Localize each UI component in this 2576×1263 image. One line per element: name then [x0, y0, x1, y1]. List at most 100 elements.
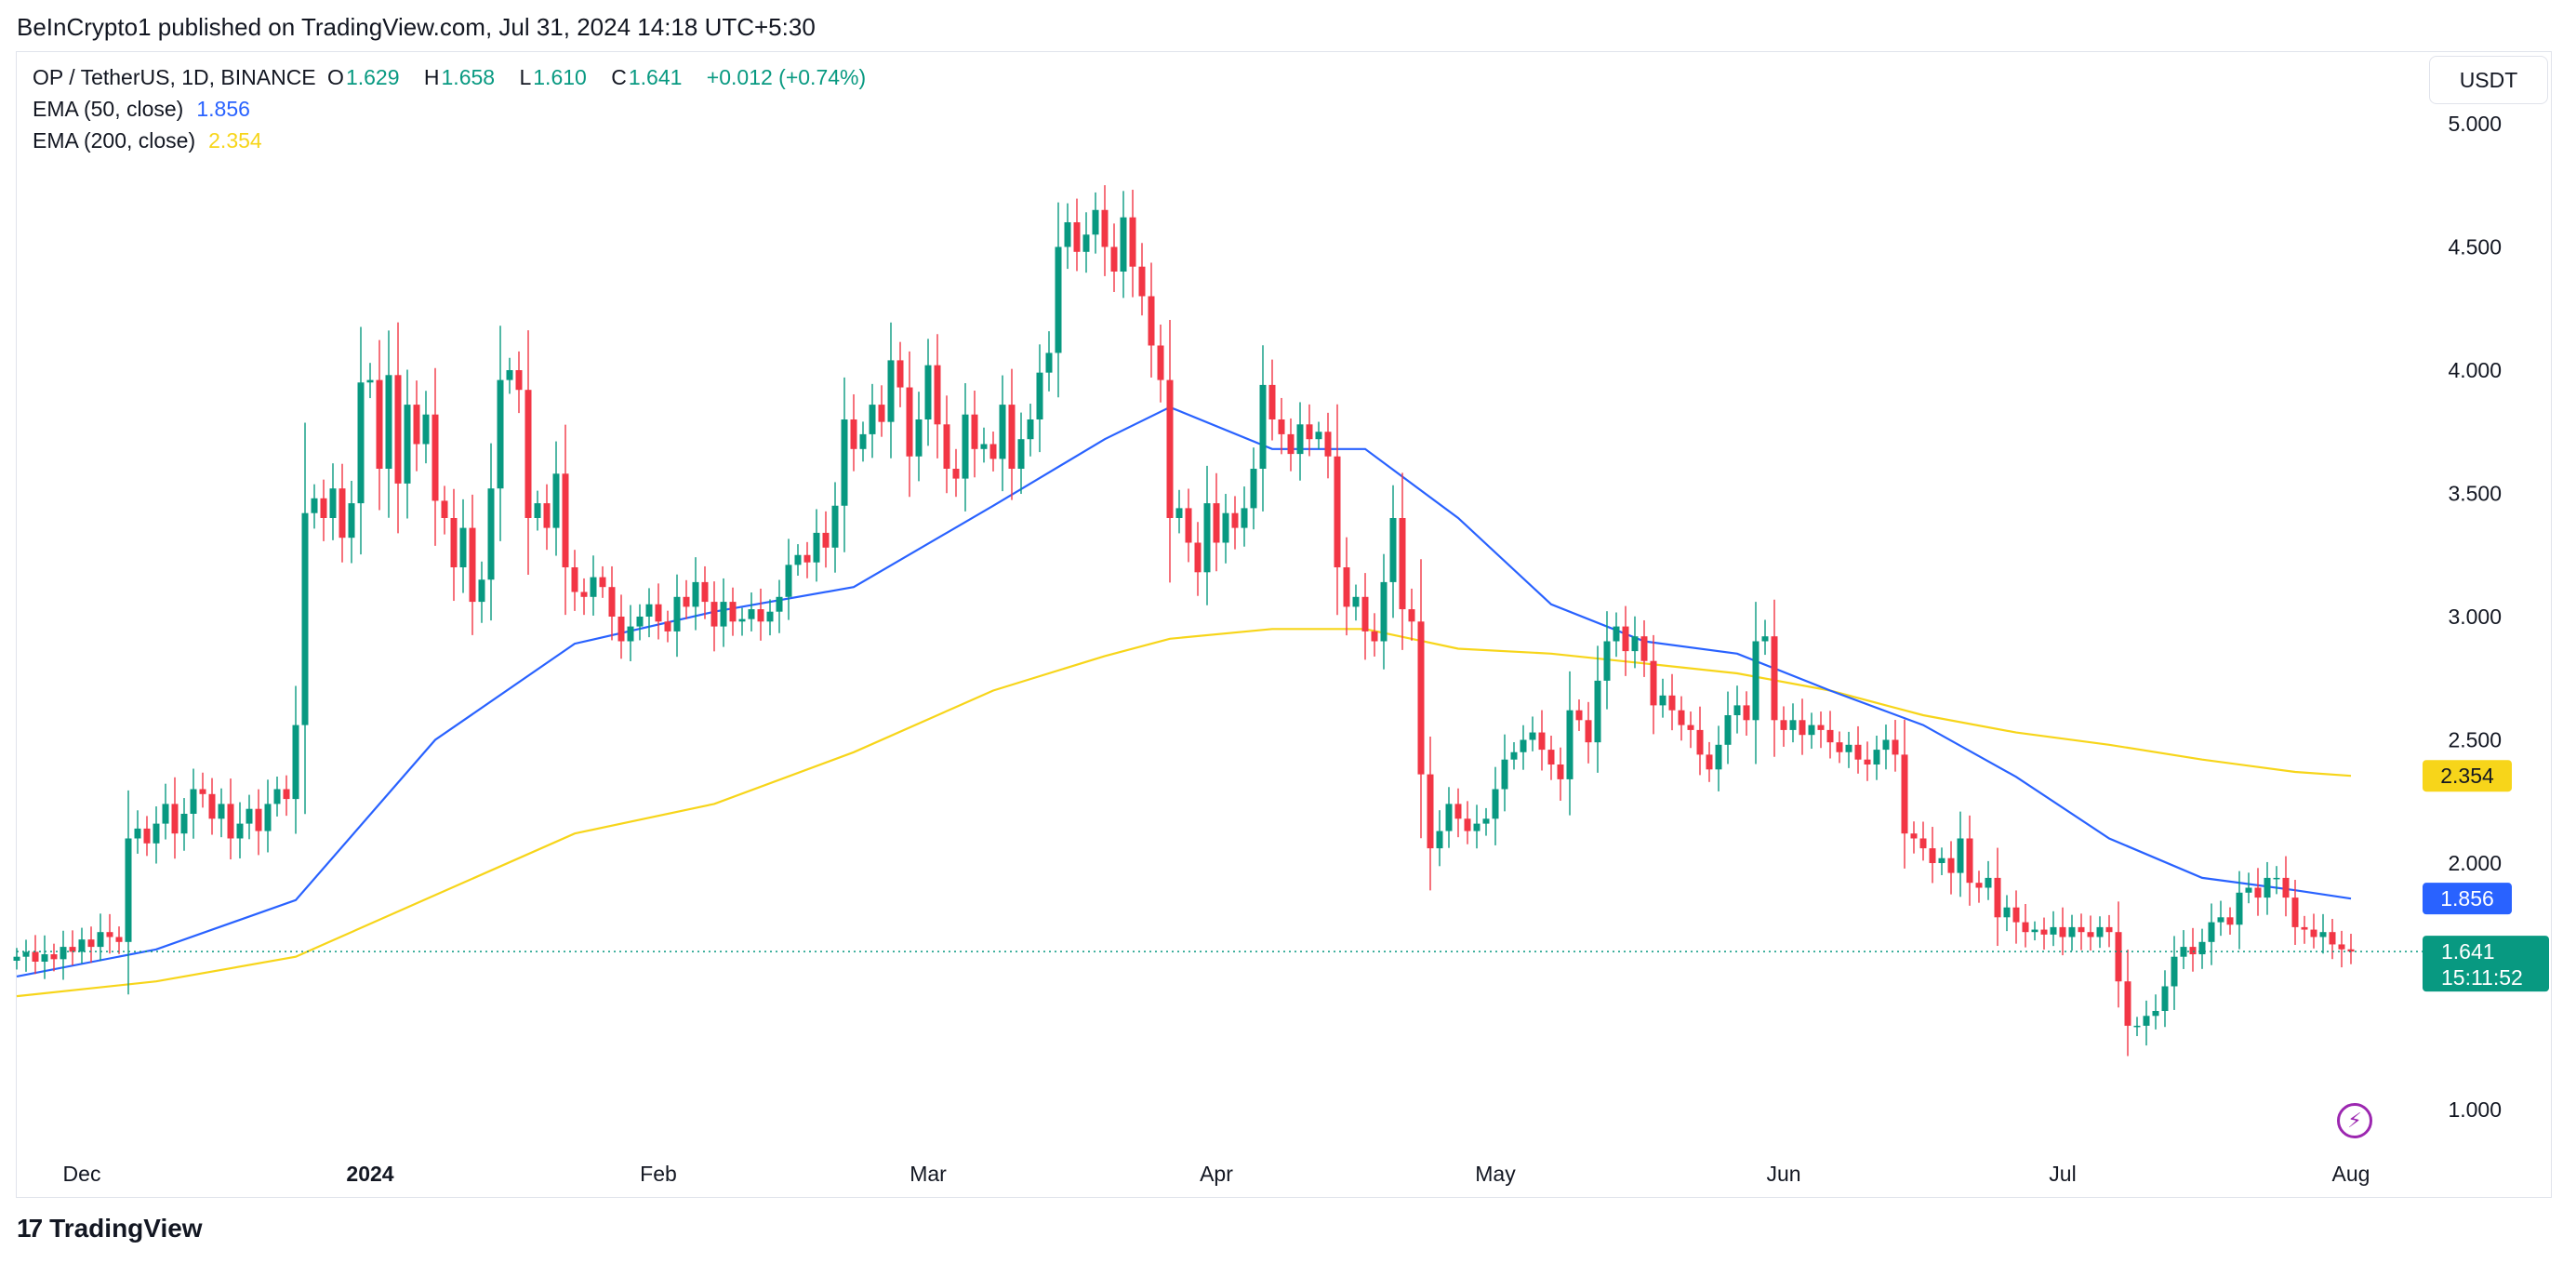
- candle-body: [2217, 917, 2224, 923]
- candle-body: [738, 618, 746, 622]
- candle-body: [608, 587, 616, 617]
- candle-body: [617, 617, 625, 642]
- candle-body: [1194, 542, 1202, 573]
- y-tick-label: 2.000: [2448, 851, 2502, 875]
- candle-body: [1436, 831, 1443, 849]
- candle-body: [357, 382, 365, 504]
- candle-body: [2319, 932, 2327, 937]
- candle-body: [683, 596, 690, 607]
- candle-body: [2273, 877, 2280, 880]
- candle-body: [2105, 926, 2113, 933]
- candle-body: [115, 937, 123, 942]
- candle-body: [1166, 379, 1174, 518]
- candle-body: [1873, 750, 1880, 764]
- candle-body: [710, 602, 718, 627]
- candle-body: [385, 375, 392, 469]
- candle-body: [469, 527, 476, 603]
- candle-body: [2068, 926, 2076, 937]
- candle-body: [1501, 759, 1508, 790]
- candle-body: [692, 581, 699, 607]
- candle-body: [2050, 926, 2057, 935]
- candle-body: [1399, 518, 1406, 610]
- candle-body: [571, 567, 578, 592]
- candle-body: [915, 419, 923, 457]
- candle-body: [1678, 710, 1685, 725]
- candle-body: [748, 609, 755, 619]
- candle-body: [1547, 750, 1555, 764]
- candle-body: [273, 789, 281, 804]
- candle-body: [2040, 929, 2048, 935]
- candle-body: [2226, 917, 2234, 925]
- candle-body: [1594, 680, 1601, 743]
- candle-body: [841, 419, 848, 506]
- candle-body: [487, 488, 495, 580]
- candle-body: [432, 414, 439, 501]
- candle-body: [218, 804, 225, 819]
- candle-body: [580, 592, 588, 597]
- candle-body: [22, 951, 30, 957]
- candle-body: [627, 626, 634, 642]
- candle-body: [1361, 596, 1369, 632]
- candle-body: [1510, 751, 1518, 760]
- candle-body: [180, 814, 188, 834]
- candle-body: [125, 838, 132, 942]
- candle-body: [106, 932, 113, 937]
- ema200-tag-box: [2423, 760, 2512, 792]
- candle-body: [50, 954, 58, 960]
- candle-body: [1771, 636, 1778, 721]
- chart-frame[interactable]: [16, 51, 2552, 1198]
- ema50-value: 1.856: [196, 97, 250, 121]
- candle-body: [1668, 695, 1676, 711]
- candle-body: [980, 444, 988, 449]
- candle-body: [2282, 877, 2290, 898]
- candle-body: [869, 405, 876, 434]
- low-label: L: [519, 65, 532, 89]
- candle-body: [822, 532, 830, 548]
- candle-body: [1287, 433, 1295, 455]
- candle-body: [1845, 744, 1852, 752]
- candle-body: [311, 498, 318, 513]
- tradingview-logo[interactable]: 17 TradingView: [17, 1214, 203, 1243]
- candle-body: [1008, 405, 1016, 469]
- x-tick-label: Jun: [1766, 1162, 1800, 1186]
- candle-body: [1864, 759, 1871, 764]
- candle-body: [562, 473, 569, 567]
- candle-body: [1696, 729, 1704, 755]
- candle-body: [2254, 887, 2262, 898]
- candle-body: [1994, 877, 2001, 918]
- candle-body: [1529, 732, 1536, 740]
- candle-body: [1557, 764, 1564, 779]
- currency-unit-button[interactable]: USDT: [2429, 56, 2548, 104]
- candle-body: [162, 804, 169, 824]
- ema200-value: 2.354: [208, 128, 262, 153]
- candle-body: [776, 596, 783, 612]
- candle-body: [515, 370, 523, 391]
- candle-body: [376, 379, 383, 469]
- candle-body: [1380, 581, 1388, 642]
- candle-body: [2087, 932, 2094, 937]
- lightning-icon[interactable]: ⚡: [2337, 1103, 2372, 1138]
- candle-body: [1241, 508, 1248, 528]
- candle-body: [60, 947, 67, 960]
- candle-body: [320, 498, 327, 518]
- high-value: 1.658: [441, 65, 496, 89]
- candle-body: [478, 579, 485, 603]
- candle-body: [199, 789, 206, 794]
- candle-body: [989, 444, 997, 459]
- candle-body: [97, 932, 104, 948]
- legend-ema200-row[interactable]: EMA (200, close) 2.354: [33, 128, 268, 153]
- close-label: C: [611, 65, 627, 89]
- symbol-name[interactable]: OP / TetherUS, 1D, BINANCE: [33, 65, 316, 89]
- candle-body: [906, 387, 913, 457]
- candle-body: [2059, 926, 2066, 937]
- candle-body: [1492, 789, 1499, 819]
- candle-body: [264, 804, 272, 831]
- candle-body: [1278, 419, 1285, 434]
- candle-body: [1417, 621, 1425, 775]
- legend-ema50-row[interactable]: EMA (50, close) 1.856: [33, 97, 256, 122]
- x-tick-label: May: [1475, 1162, 1516, 1186]
- y-tick-label: 5.000: [2448, 112, 2502, 136]
- candle-body: [348, 503, 355, 538]
